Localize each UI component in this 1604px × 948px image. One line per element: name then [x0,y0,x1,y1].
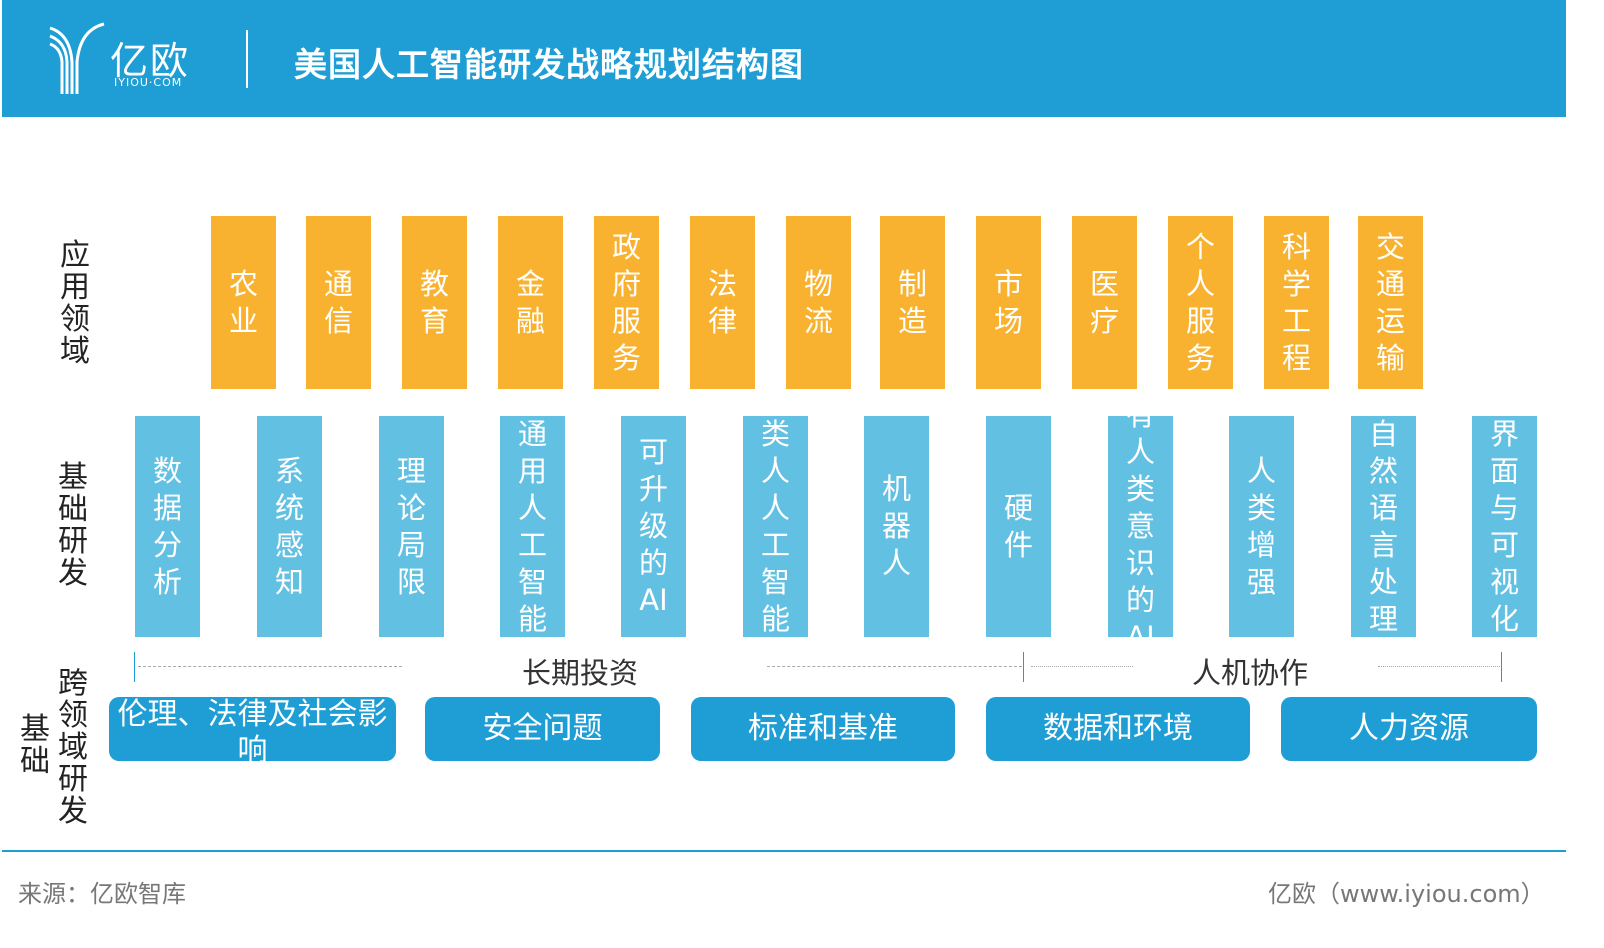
basic-research-box: 可升级的 AI [621,416,686,637]
basic-research-box: 理论局限 [379,416,444,637]
cross-box-data: 数据和环境 [986,697,1250,761]
application-box: 个人服务 [1168,216,1233,389]
application-box: 通信 [306,216,371,389]
logo-text: 亿欧 [110,39,191,83]
application-box-label: 通信 [323,266,353,338]
basic-research-box-label: 类人人工智能 [760,416,790,636]
application-box: 农业 [211,216,276,389]
basic-research-box: 硬件 [986,416,1051,637]
application-box-label: 法律 [707,266,737,338]
header-divider [246,30,248,88]
basic-research-box: 机器人 [864,416,929,637]
row-label-cross-a: 基础 [20,712,50,779]
application-box-label: 制造 [897,266,927,338]
row-label-basic: 基础研发 [58,460,88,591]
row-label-application: 应用领域 [60,238,90,369]
application-box: 法律 [690,216,755,389]
dashed-line [138,666,402,667]
application-box: 物流 [786,216,851,389]
dashed-line [767,666,1022,667]
basic-research-box: 人类增强 [1229,416,1294,637]
basic-research-box: 类人人工智能 [743,416,808,637]
span-label-collab: 人机协作 [1192,656,1309,690]
basic-research-box-label: 数据分析 [152,453,182,599]
basic-research-box-label: 系统感知 [274,453,304,599]
application-box-label: 个人服务 [1185,229,1215,375]
span-tick [134,652,135,682]
footer-divider [2,850,1566,852]
application-box: 交通运输 [1358,216,1423,389]
cross-box-ethics: 伦理、法律及社会影响 [109,697,396,761]
cross-box-safety: 安全问题 [425,697,660,761]
site-text: 亿欧（www.iyiou.com） [1268,880,1545,908]
logo-subtext: IYIOU·COM [114,76,183,89]
application-box-label: 金融 [515,266,545,338]
cross-box-standards: 标准和基准 [691,697,955,761]
application-box-label: 市场 [993,266,1023,338]
basic-research-box-label: 硬件 [1003,490,1033,562]
application-box: 教育 [402,216,467,389]
application-box-label: 物流 [803,266,833,338]
basic-research-box: 界面与可视化 [1472,416,1537,637]
span-tick [1501,652,1502,682]
application-box: 制造 [880,216,945,389]
application-box-label: 农业 [228,266,258,338]
basic-research-box-label: 自然语言处理 [1368,416,1398,636]
cross-box-workforce: 人力资源 [1281,697,1537,761]
application-box: 医疗 [1072,216,1137,389]
application-box-label: 教育 [419,266,449,338]
dashed-line [1031,666,1133,667]
application-box-label: 交通运输 [1375,229,1405,375]
basic-research-box-label: 人类增强 [1246,453,1276,599]
logo-y-icon [49,22,105,94]
application-box: 金融 [498,216,563,389]
span-tick [1023,652,1024,682]
span-label-long-term: 长期投资 [522,656,639,690]
dashed-line [1378,666,1500,667]
basic-research-box: 自然语言处理 [1351,416,1416,637]
basic-research-box: 数据分析 [135,416,200,637]
application-box: 市场 [976,216,1041,389]
application-box-label: 科学工程 [1281,229,1311,375]
row-label-cross-b: 跨领域研发 [58,666,88,829]
page-title: 美国人工智能研发战略规划结构图 [294,45,804,84]
basic-research-box-label: 机器人 [881,472,911,580]
basic-research-box-label: 理论局限 [396,453,426,599]
basic-research-box: 有人类意识的AI [1108,416,1173,637]
header-bar [2,0,1566,117]
logo: 亿欧 IYIOU·COM [48,22,208,94]
basic-research-box-label: 可升级的 AI [638,435,668,617]
basic-research-box: 系统感知 [257,416,322,637]
basic-research-box-label: 通用人工智能 [517,416,547,636]
basic-research-box: 通用人工智能 [500,416,565,637]
application-box: 政府服务 [594,216,659,389]
application-box-label: 医疗 [1089,266,1119,338]
basic-research-box-label: 界面与可视化 [1489,416,1519,636]
basic-research-box-label: 有人类意识的AI [1125,416,1155,637]
source-text: 来源：亿欧智库 [18,880,186,908]
application-box-label: 政府服务 [611,229,641,375]
application-box: 科学工程 [1264,216,1329,389]
